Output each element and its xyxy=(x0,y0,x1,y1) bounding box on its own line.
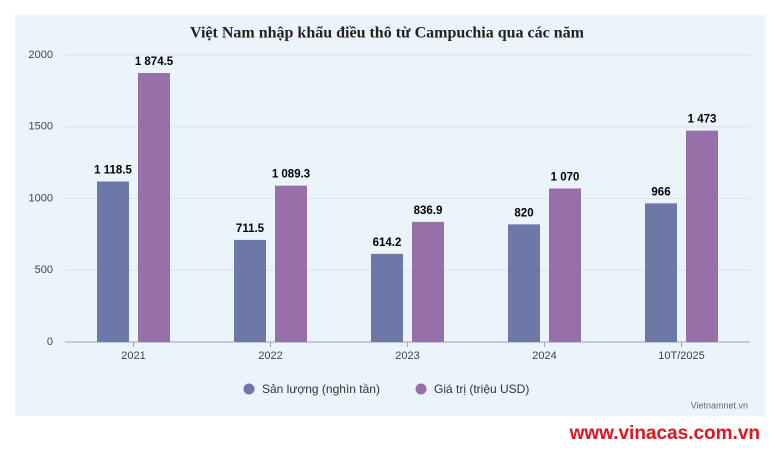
value-label: 1 874.5 xyxy=(135,56,174,68)
value-label: 1 118.5 xyxy=(94,165,132,177)
x-tick-label: 2022 xyxy=(258,350,282,362)
value-label: 711.5 xyxy=(236,223,265,235)
value-label: 966 xyxy=(651,186,670,198)
x-tick-label: 2023 xyxy=(395,350,419,362)
bar xyxy=(549,188,581,342)
x-tick-label: 2024 xyxy=(532,350,556,362)
bar xyxy=(508,224,540,342)
value-label: 1 089.3 xyxy=(272,169,310,181)
bar xyxy=(234,239,266,342)
credit: Vietnamnet.vn xyxy=(691,400,748,410)
bar xyxy=(275,185,307,342)
x-tick-label: 2021 xyxy=(121,350,145,362)
bar xyxy=(97,181,129,342)
value-label: 836.9 xyxy=(414,205,443,217)
legend-label: Sản lượng (nghìn tần) xyxy=(262,382,380,396)
bar xyxy=(371,253,403,342)
legend-label: Giá trị (triệu USD) xyxy=(434,382,529,396)
y-tick-label: 2000 xyxy=(29,49,53,61)
bar xyxy=(645,203,677,342)
chart-title: Việt Nam nhập khẩu điều thô từ Campuchia… xyxy=(190,25,585,42)
y-tick-label: 1500 xyxy=(29,121,53,133)
x-tick-label: 10T/2025 xyxy=(658,350,704,362)
bar xyxy=(686,130,718,342)
bar xyxy=(138,73,170,342)
legend-marker xyxy=(415,383,427,395)
legend-marker xyxy=(243,383,255,395)
y-tick-label: 0 xyxy=(47,336,53,348)
value-label: 614.2 xyxy=(373,237,402,249)
y-tick-label: 1000 xyxy=(29,192,53,204)
bar xyxy=(412,221,444,342)
y-tick-label: 500 xyxy=(35,264,53,276)
watermark: www.vinacas.com.vn xyxy=(569,423,760,444)
value-label: 1 070 xyxy=(551,171,580,183)
value-label: 820 xyxy=(514,207,533,219)
value-label: 1 473 xyxy=(688,114,717,126)
